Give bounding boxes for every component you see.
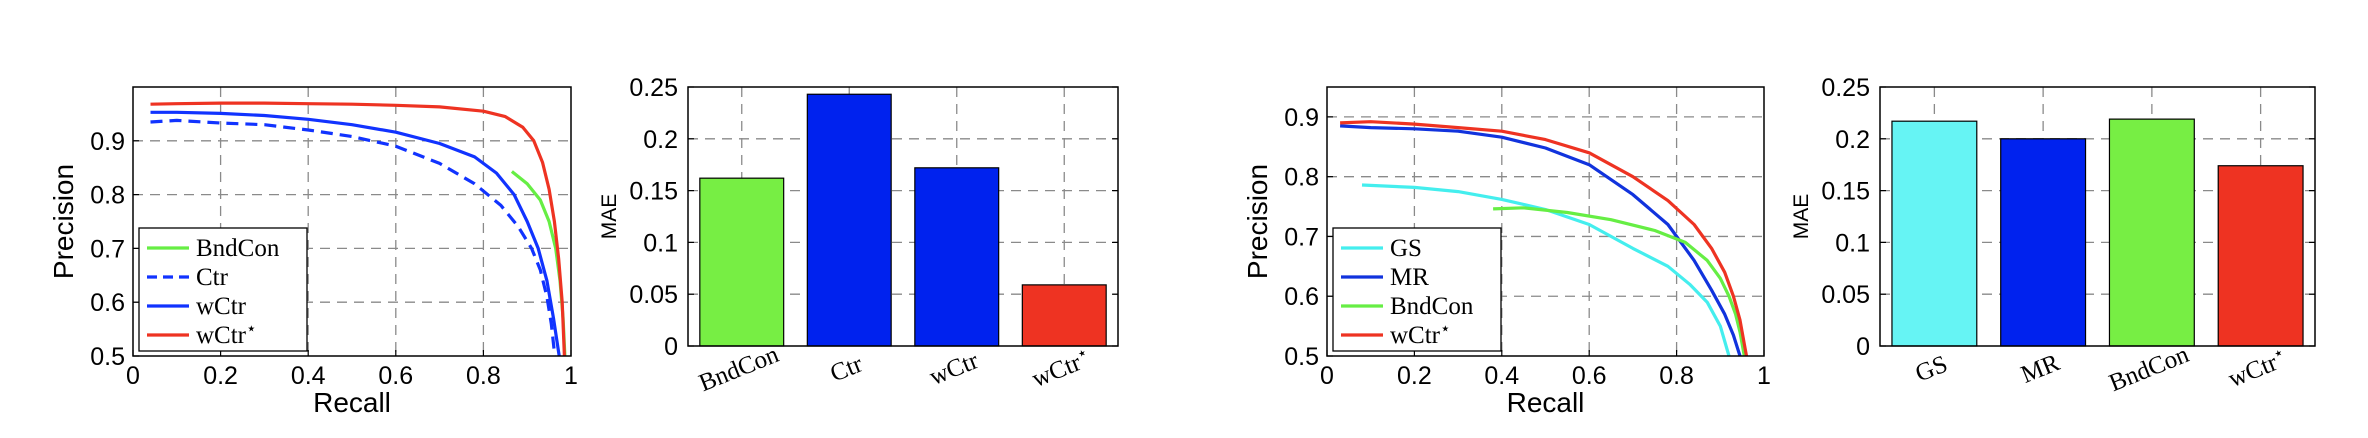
y-tick-label: 0.15	[629, 178, 678, 206]
y-tick-label: 0	[664, 333, 678, 361]
legend-label: MR	[1390, 264, 1429, 291]
plot-frame	[132, 86, 572, 357]
x-tick-label: 0.4	[1484, 362, 1519, 390]
legend-label: Ctr	[196, 264, 229, 291]
y-tick-label: 0.7	[90, 235, 125, 263]
x-tick-label: 1	[564, 362, 578, 390]
x-axis-label: Recall	[313, 387, 391, 418]
mae-chart-4: 0 0.05 0.1 0.15 0.2 0.25 GS MR BndCon wCtr⋆ MAE	[1790, 74, 2316, 397]
y-tick-label: 0.9	[1284, 104, 1319, 132]
legend-label: wCtr⋆	[1390, 319, 1451, 349]
x-tick-label: 0.6	[378, 362, 413, 390]
y-tick-label: 0.8	[1284, 164, 1319, 192]
plot-frame	[687, 86, 1119, 347]
y-tick-label: 0.1	[1835, 229, 1870, 257]
x-tick-label: 0.2	[203, 362, 238, 390]
pr-chart-1: 0 0.2 0.4 0.6 0.8 1 0.5 0.6 0.7 0.8 0.9 Recall Preci…	[48, 86, 578, 418]
legend-label: wCtr	[196, 293, 247, 320]
x-tick-label: 0.4	[291, 362, 326, 390]
y-tick-label: 0.8	[90, 182, 125, 210]
x-axis-label: Recall	[1507, 387, 1585, 418]
category-label: wCtr	[926, 347, 983, 391]
y-axis-label: Precision	[48, 164, 79, 279]
x-tick-label: 0.6	[1572, 362, 1607, 390]
legend-label: wCtr⋆	[196, 319, 257, 349]
series-line-ctr	[150, 118, 557, 357]
category-label: wCtr⋆	[1027, 342, 1094, 393]
y-tick-label: 0.2	[1835, 126, 1870, 154]
bar-gs	[1891, 120, 1978, 347]
category-label: BndCon	[2105, 341, 2193, 397]
y-tick-label: 0.2	[643, 126, 678, 154]
bar-wctr-star	[1021, 284, 1107, 347]
y-tick-label: 0.5	[90, 343, 125, 371]
x-tick-label: 0.8	[1659, 362, 1694, 390]
bar-bndcon	[2108, 118, 2195, 347]
y-tick-label: 0.9	[90, 128, 125, 156]
pr-chart-3: 0 0.2 0.4 0.6 0.8 1 0.5 0.6 0.7 0.8 0.9 Recall Preci…	[1242, 86, 1771, 418]
bar-bndcon	[699, 177, 785, 347]
series-line-wctr-star	[1340, 120, 1749, 357]
y-tick-label: 0.05	[1821, 281, 1870, 309]
y-tick-label: 0.25	[629, 74, 678, 102]
x-tick-label: 0.8	[466, 362, 501, 390]
plot-frame	[1326, 86, 1765, 357]
y-axis-label: Precision	[1242, 164, 1273, 279]
x-tick-label: 1	[1757, 362, 1771, 390]
y-tick-label: 0.6	[90, 289, 125, 317]
y-tick-label: 0.6	[1284, 283, 1319, 311]
legend-label: BndCon	[196, 235, 280, 262]
bar-wctr-star	[2217, 165, 2304, 347]
mae-chart-2: 0 0.05 0.1 0.15 0.2 0.25 BndCon Ctr wCtr wCtr⋆ MAE	[598, 74, 1119, 397]
category-label: Ctr	[827, 350, 867, 387]
series-line-wctr	[150, 110, 561, 357]
series-line-bndcon	[1493, 206, 1746, 357]
category-label: BndCon	[695, 341, 783, 397]
plot-frame	[1879, 86, 2316, 347]
y-tick-label: 0	[1856, 333, 1870, 361]
series-line-wctr-star	[150, 101, 566, 357]
legend-label: GS	[1390, 235, 1422, 262]
x-tick-label: 0.2	[1397, 362, 1432, 390]
bar-ctr	[806, 93, 892, 347]
y-tick-label: 0.25	[1821, 74, 1870, 102]
category-label: GS	[1912, 351, 1952, 388]
bar-wctr	[914, 167, 1000, 347]
bar-mr	[2000, 138, 2087, 347]
series-line-gs	[1361, 183, 1731, 357]
category-label: MR	[2017, 349, 2063, 389]
y-tick-label: 0.05	[629, 281, 678, 309]
x-tick-label: 0	[1320, 362, 1334, 390]
y-axis-label: MAE	[1790, 194, 1813, 240]
y-tick-label: 0.7	[1284, 223, 1319, 251]
x-tick-label: 0	[126, 362, 140, 390]
series-line-mr	[1340, 124, 1742, 357]
y-tick-label: 0.15	[1821, 178, 1870, 206]
y-tick-label: 0.5	[1284, 343, 1319, 371]
y-axis-label: MAE	[598, 194, 621, 240]
category-label: wCtr⋆	[2224, 342, 2291, 393]
legend-label: BndCon	[1390, 293, 1474, 320]
y-tick-label: 0.1	[643, 229, 678, 257]
